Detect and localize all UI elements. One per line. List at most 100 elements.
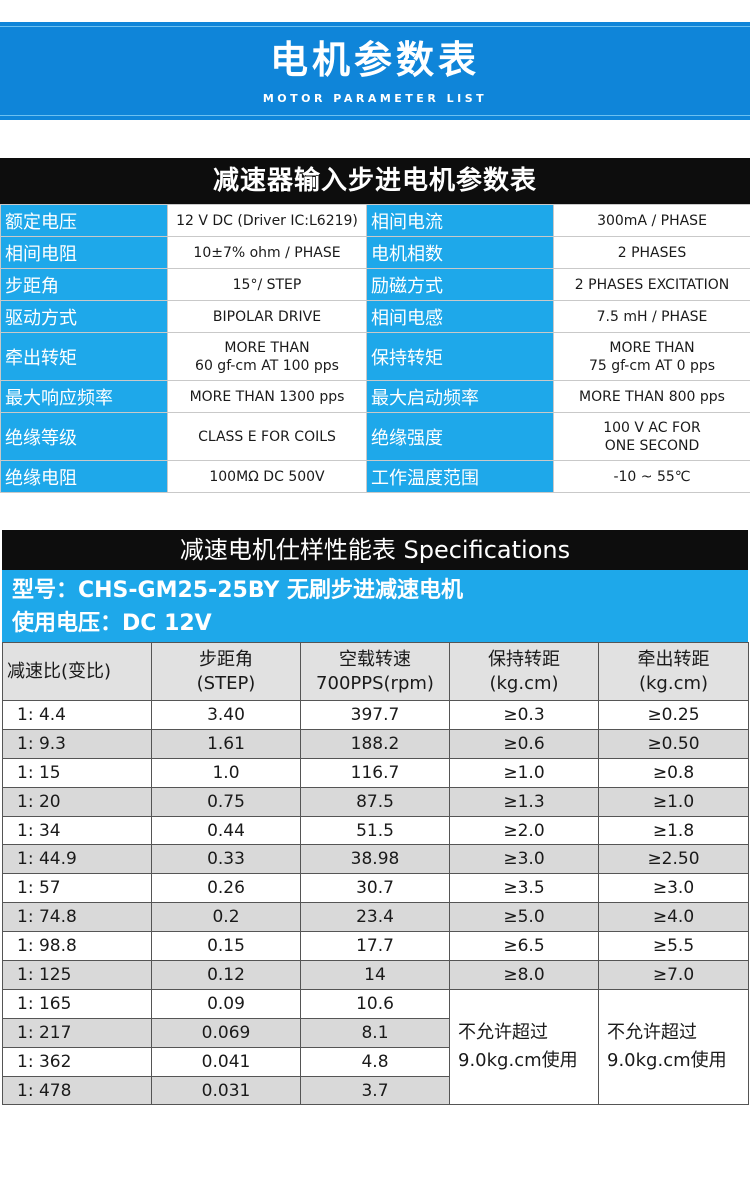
table1-title: 减速器输入步进电机参数表 — [0, 158, 750, 204]
param-label: 绝缘等级 — [0, 412, 168, 461]
table-row: 1: 125 0.12 14 ≥8.0 ≥7.0 — [2, 960, 749, 990]
note-line: 不允许超过 — [458, 1022, 548, 1044]
param-value: MORE THAN 1300 pps — [167, 380, 367, 413]
table-cell: 38.98 — [300, 844, 450, 875]
table-row: 1: 44.9 0.33 38.98 ≥3.0 ≥2.50 — [2, 844, 749, 875]
table-cell: 87.5 — [300, 786, 450, 817]
note-line: 不允许超过 — [607, 1022, 697, 1044]
table2-grid: 减速比(变比) 步距角 (STEP) 空载转速 700PPS(rpm) 保持转距 (kg.c… — [2, 642, 749, 1106]
param-value-line: ONE SECOND — [604, 437, 700, 454]
param-value-line: 2 PHASES EXCITATION — [574, 276, 730, 293]
table-cell: 0.041 — [151, 1046, 301, 1077]
param-row: 最大响应频率 MORE THAN 1300 pps 最大启动频率 MORE THAN … — [0, 380, 750, 413]
table-cell: 1.0 — [151, 757, 301, 788]
param-value-line: 100 V AC FOR — [603, 419, 701, 436]
table-cell: 116.7 — [300, 757, 450, 788]
param-row: 步距角 15°/ STEP 励磁方式 2 PHASES EXCITATION — [0, 268, 750, 301]
table-cell: ≥5.0 — [449, 902, 599, 933]
param-value: BIPOLAR DRIVE — [167, 300, 367, 333]
table-cell: ≥0.50 — [598, 728, 749, 759]
param-value: 12 V DC (Driver IC:L6219) — [167, 204, 367, 237]
param-value-line: 12 V DC (Driver IC:L6219) — [176, 212, 358, 229]
banner-top-divider — [0, 26, 750, 27]
column-header: 减速比(变比) — [2, 642, 152, 701]
table-cell: 0.44 — [151, 815, 301, 846]
param-label: 驱动方式 — [0, 300, 168, 333]
param-value: MORE THAN 75 gf-cm AT 0 pps — [553, 332, 750, 381]
table-cell: 0.75 — [151, 786, 301, 817]
table-row: 1: 9.3 1.61 188.2 ≥0.6 ≥0.50 — [2, 728, 749, 759]
param-value-line: -10 ~ 55℃ — [613, 468, 691, 485]
column-header: 空载转速 700PPS(rpm) — [300, 642, 450, 701]
param-value-line: 7.5 mH / PHASE — [596, 308, 708, 325]
table-cell: 1: 44.9 — [2, 844, 152, 875]
table-cell: 0.33 — [151, 844, 301, 875]
param-label: 绝缘电阻 — [0, 460, 168, 493]
param-value-line: BIPOLAR DRIVE — [212, 308, 322, 325]
param-value-line: MORE THAN — [224, 339, 310, 356]
param-row: 牵出转矩 MORE THAN 60 gf-cm AT 100 pps 保持转矩 MORE… — [0, 332, 750, 381]
param-value-line: 75 gf-cm AT 0 pps — [588, 357, 716, 374]
param-label: 绝缘强度 — [366, 412, 554, 461]
table-cell: 0.031 — [151, 1075, 301, 1106]
param-value: MORE THAN 800 pps — [553, 380, 750, 413]
table-cell: 1: 98.8 — [2, 931, 152, 962]
param-value: -10 ~ 55℃ — [553, 460, 750, 493]
table-cell: ≥0.6 — [449, 728, 599, 759]
table-cell: ≥6.5 — [449, 931, 599, 962]
table-cell: 1: 165 — [2, 988, 152, 1019]
model-info: 型号：CHS-GM25-25BY 无刷步进减速电机 使用电压：DC 12V — [2, 570, 748, 642]
param-value-line: CLASS E FOR COILS — [198, 428, 336, 445]
table-cell: 51.5 — [300, 815, 450, 846]
table-cell: 188.2 — [300, 728, 450, 759]
table-cell: 397.7 — [300, 700, 450, 730]
param-value-line: MORE THAN 800 pps — [579, 388, 725, 405]
param-value: 10±7% ohm / PHASE — [167, 236, 367, 269]
param-label: 牵出转矩 — [0, 332, 168, 381]
table-cell: ≥1.8 — [598, 815, 749, 846]
table-row: 1: 57 0.26 30.7 ≥3.5 ≥3.0 — [2, 873, 749, 904]
table-cell: 1: 57 — [2, 873, 152, 904]
table-cell: ≥5.5 — [598, 931, 749, 962]
table-cell: 1: 74.8 — [2, 902, 152, 933]
table-cell: 23.4 — [300, 902, 450, 933]
param-value: 15°/ STEP — [167, 268, 367, 301]
param-value: 100MΩ DC 500V — [167, 460, 367, 493]
column-header-line: 700PPS(rpm) — [316, 672, 434, 694]
table-cell: 1: 4.4 — [2, 700, 152, 730]
table-cell: 1: 125 — [2, 960, 152, 990]
param-row: 驱动方式 BIPOLAR DRIVE 相间电感 7.5 mH / PHASE — [0, 300, 750, 333]
param-label: 最大启动频率 — [366, 380, 554, 413]
table-cell: 0.2 — [151, 902, 301, 933]
table1-grid: 额定电压 12 V DC (Driver IC:L6219) 相间电流 300mA /… — [0, 204, 750, 493]
column-header-line: 保持转距 — [488, 648, 560, 670]
column-header-line: (kg.cm) — [638, 672, 709, 694]
page-title: 电机参数表 — [269, 38, 480, 82]
param-value: 2 PHASES EXCITATION — [553, 268, 750, 301]
param-value: MORE THAN 60 gf-cm AT 100 pps — [167, 332, 367, 381]
table-cell: 1: 34 — [2, 815, 152, 846]
param-value-line: MORE THAN 1300 pps — [189, 388, 345, 405]
torque-limit-note: 不允许超过 9.0kg.cm使用 — [598, 988, 749, 1106]
param-value-line: 100MΩ DC 500V — [209, 468, 325, 485]
table-row: 1: 478 0.031 3.7 — [2, 1075, 749, 1106]
param-row: 额定电压 12 V DC (Driver IC:L6219) 相间电流 300mA /… — [0, 204, 750, 237]
param-value-line: MORE THAN — [609, 339, 695, 356]
table-cell: 1: 217 — [2, 1017, 152, 1048]
table2-title: 减速电机仕样性能表 Specifications — [2, 530, 748, 570]
table-cell: ≥0.8 — [598, 757, 749, 788]
table-cell: 1: 15 — [2, 757, 152, 788]
param-label: 相间电流 — [366, 204, 554, 237]
table-cell: 8.1 — [300, 1017, 450, 1048]
column-header-line: (kg.cm) — [489, 672, 559, 694]
table-row: 1: 98.8 0.15 17.7 ≥6.5 ≥5.5 — [2, 931, 749, 962]
column-header-line: 步距角 — [199, 648, 253, 670]
param-value: 300mA / PHASE — [553, 204, 750, 237]
column-header-line: 空载转速 — [339, 648, 411, 670]
column-header: 保持转距 (kg.cm) — [449, 642, 599, 701]
param-value-line: 15°/ STEP — [232, 276, 302, 293]
param-label: 保持转矩 — [366, 332, 554, 381]
table-row: 1: 15 1.0 116.7 ≥1.0 ≥0.8 — [2, 757, 749, 788]
table-row: 1: 217 0.069 8.1 — [2, 1017, 749, 1048]
table-cell: 0.069 — [151, 1017, 301, 1048]
